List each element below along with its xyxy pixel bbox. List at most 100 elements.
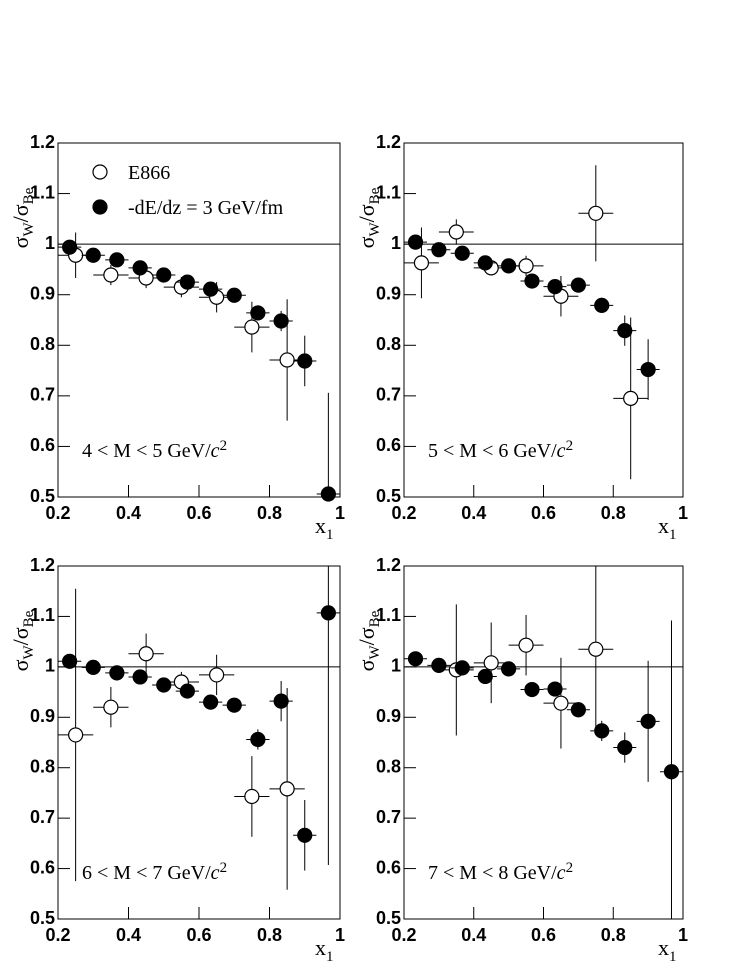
data-point [588,205,604,221]
x-axis-label-part: 1 [669,527,677,543]
data-point [273,313,289,329]
data-point [279,352,295,368]
x-tick-label: 1 [335,925,345,945]
y-tick-label: 0.5 [30,486,55,506]
data-point [297,353,313,369]
annotation: 6 < M < 7 GeV/c2 [82,860,227,884]
data-point [250,731,266,748]
x-tick-label: 0.2 [45,925,70,945]
data-point [454,245,470,261]
y-axis-label-part: σ [8,659,33,671]
panel: 0.50.60.70.80.911.11.20.2 0.4 0.6 0.8 1σW/σB… [354,555,688,965]
y-tick-label: 0.8 [30,756,55,776]
data-point [483,655,499,671]
x-tick-label: 1 [335,503,345,523]
data-point [68,727,84,743]
y-axis-label-part: Be [21,187,37,204]
data-point [179,274,195,290]
data-point [413,255,430,271]
panel: 0.50.60.70.80.911.11.20.2 0.4 0.6 0.8 1σW/σB… [8,132,345,543]
x-tick-label: 0.6 [186,503,211,523]
data-point [226,697,242,713]
y-tick-label: 0.8 [376,756,401,776]
data-point [109,252,125,268]
x-axis-label-part: x [658,513,669,538]
y-tick-label: 1.1 [30,182,55,202]
annotation-part: c [211,862,220,884]
y-tick-label: 1.1 [376,605,401,625]
x-tick-label: 0.8 [601,925,626,945]
data-point [553,695,569,711]
x-tick-label: 0.2 [45,503,70,523]
data-point [297,827,313,843]
x-tick-label: 1 [678,503,688,523]
x-tick-label: 0.4 [461,503,486,523]
y-axis-label-part: W [21,221,37,236]
y-tick-label: 1.2 [30,132,55,152]
x-tick-label: 0.6 [531,925,556,945]
y-tick-label: 0.5 [376,908,401,928]
x-tick-label: 0.4 [116,503,141,523]
x-axis-label: x1 [658,935,677,965]
y-tick-label: 0.9 [30,283,55,303]
annotation-part: c [211,440,220,462]
y-tick-label: 1.2 [30,555,55,575]
data-point [132,260,148,276]
y-axis-label: σW/σBe [354,187,383,248]
data-point [250,305,266,321]
data-point [501,258,517,274]
data-point [62,239,78,255]
data-point [273,693,289,709]
y-tick-label: 0.6 [376,857,401,877]
data-point [617,739,633,756]
data-point [179,683,195,699]
y-tick-label: 1.2 [376,132,401,152]
data-point [448,224,464,240]
data-point [477,668,493,685]
x-axis-label: x1 [315,513,334,543]
data-point [518,258,534,274]
y-tick-label: 0.7 [30,385,55,405]
data-point [588,641,604,657]
y-axis-label-part: /σ [8,204,33,222]
y-axis-label-part: W [367,221,383,236]
data-point [477,255,493,271]
data-point [617,323,633,339]
y-tick-label: 0.5 [376,486,401,506]
y-axis-label-part: /σ [354,204,379,222]
panel: 0.50.60.70.80.911.11.20.2 0.4 0.6 0.8 1σW/σB… [8,555,345,965]
data-point [226,287,242,303]
y-tick-label: 1 [45,233,55,253]
y-axis-label-part: σ [354,659,379,671]
y-axis-label-part: W [21,644,37,659]
x-tick-label: 0.4 [116,925,141,945]
y-tick-label: 1.2 [376,555,401,575]
data-point [209,667,225,683]
y-axis-label: σW/σBe [354,610,383,671]
legend-label: -dE/dz = 3 GeV/fm [128,197,284,219]
y-tick-label: 0.6 [376,435,401,455]
y-axis-label-part: Be [367,610,383,627]
annotation-part: 6 < M < 7 GeV/ [82,862,211,884]
x-tick-label: 1 [678,925,688,945]
y-tick-label: 0.5 [30,908,55,928]
annotation-part: 7 < M < 8 GeV/ [428,862,557,884]
y-tick-label: 0.7 [376,385,401,405]
x-tick-label: 0.2 [391,925,416,945]
data-point [85,247,101,263]
y-axis-label-part: σ [354,236,379,248]
data-point [320,605,336,621]
legend-marker [92,199,108,215]
y-axis-label: σW/σBe [8,610,37,671]
y-tick-label: 0.7 [30,807,55,827]
data-point [85,659,101,675]
y-tick-label: 0.7 [376,807,401,827]
y-tick-label: 0.9 [376,706,401,726]
data-point [570,702,586,718]
annotation-part: c [557,862,566,884]
y-axis-label-part: /σ [354,627,379,645]
y-tick-label: 0.6 [30,857,55,877]
data-point [156,677,172,693]
x-tick-label: 0.8 [601,503,626,523]
